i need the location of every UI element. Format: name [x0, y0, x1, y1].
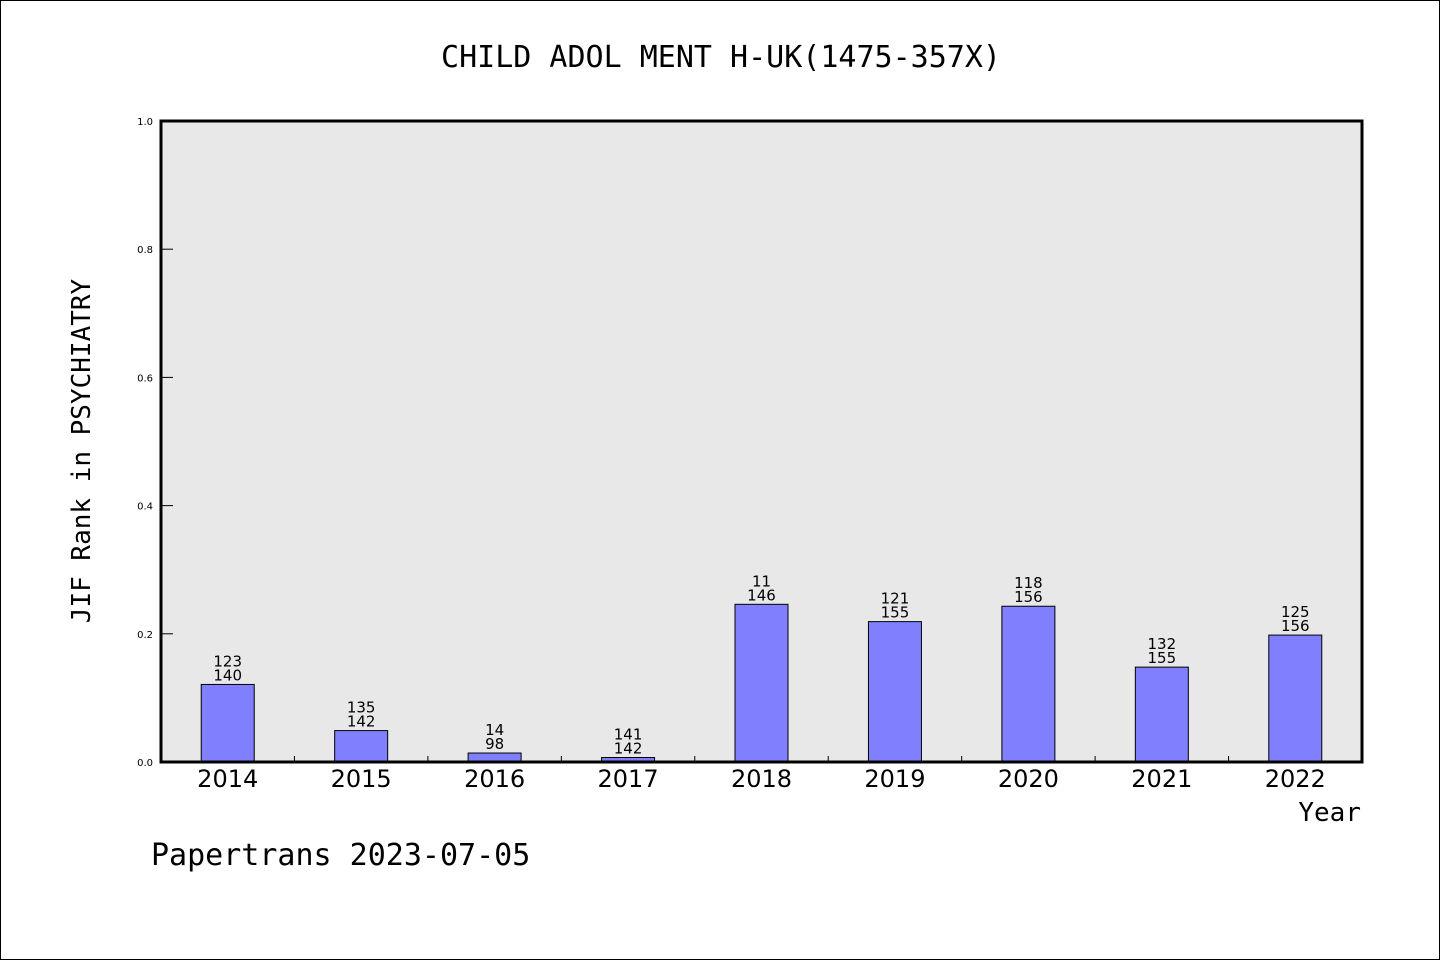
x-tick-label: 2016 [464, 765, 525, 793]
x-tick-label: 2015 [331, 765, 392, 793]
bar-label-total: 155 [1148, 649, 1177, 667]
y-tick-label: 0.0 [137, 758, 153, 769]
bar-label-total: 142 [347, 713, 376, 731]
x-axis: 2014 2015 2016 2017 2018 2019 2020 2021 2022 [197, 756, 1326, 793]
bar-label-rank: 14 [485, 721, 504, 739]
bar-label-rank: 132 [1148, 635, 1177, 653]
bar-label-rank: 125 [1281, 603, 1310, 621]
x-tick-label: 2018 [731, 765, 792, 793]
bar-2015 [334, 730, 389, 763]
x-tick-label: 2014 [197, 765, 258, 793]
y-axis-label: JIF Rank in PSYCHIATRY [67, 278, 97, 623]
x-tick-label: 2017 [598, 765, 659, 793]
x-axis-label: Year [1298, 798, 1361, 828]
bar-2014 [200, 683, 255, 763]
bar-label-rank: 135 [347, 699, 376, 717]
bar-label-rank: 123 [213, 652, 242, 670]
y-tick-label: 1.0 [137, 117, 153, 128]
bar-label-rank: 121 [881, 590, 910, 608]
y-tick-label: 0.8 [137, 245, 153, 256]
bar-2020 [1001, 605, 1056, 763]
y-tick-label: 0.6 [137, 373, 153, 384]
bar-label-total: 155 [881, 604, 910, 622]
plot-border [159, 119, 1364, 764]
bar-2019 [867, 621, 922, 763]
bar-label-total: 156 [1281, 617, 1310, 635]
bar-label-rank: 118 [1014, 574, 1043, 592]
bars [200, 603, 1323, 763]
bar-label-rank: 141 [614, 726, 643, 744]
footer-credit: Papertrans 2023-07-05 [151, 838, 530, 873]
bar-label-rank: 11 [752, 572, 771, 590]
x-tick-label: 2021 [1131, 765, 1192, 793]
bar-label-total: 142 [614, 740, 643, 758]
bar-label-total: 146 [747, 586, 776, 604]
chart-title: CHILD ADOL MENT H-UK(1475-357X) [441, 40, 1001, 75]
bar-label-total: 156 [1014, 588, 1043, 606]
bar-label-total: 140 [213, 666, 242, 684]
bar-2022 [1268, 634, 1323, 763]
bar-2021 [1134, 666, 1189, 763]
x-tick-label: 2020 [998, 765, 1059, 793]
bar-label-total: 98 [485, 735, 504, 753]
x-tick-label: 2022 [1265, 765, 1326, 793]
x-tick-label: 2019 [864, 765, 925, 793]
y-tick-label: 0.2 [137, 630, 153, 641]
y-tick-label: 0.4 [137, 502, 153, 513]
bar-2018 [734, 603, 789, 763]
